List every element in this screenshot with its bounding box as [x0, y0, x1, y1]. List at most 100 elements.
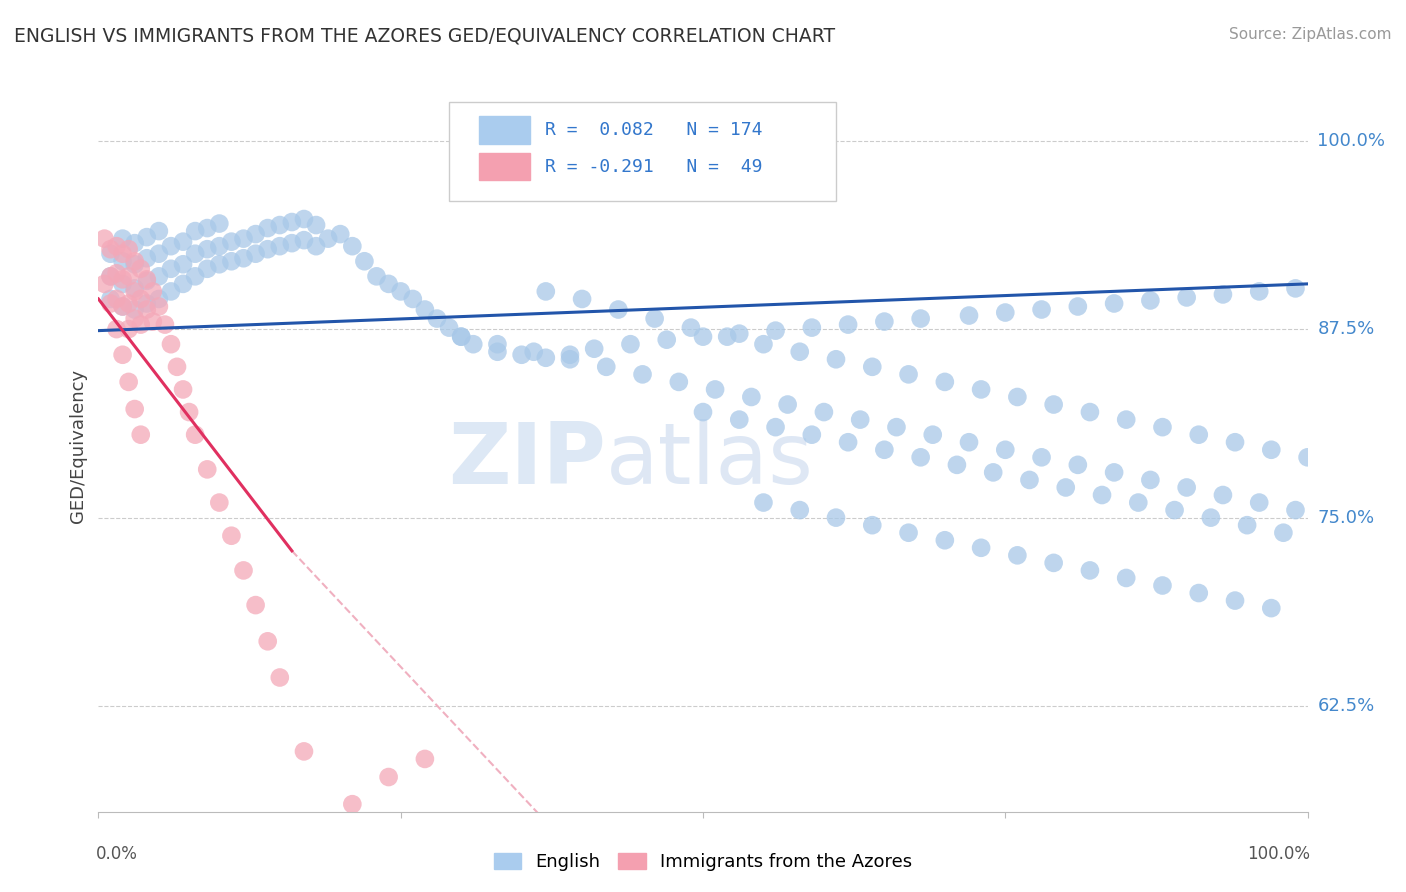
Text: 75.0%: 75.0%	[1317, 508, 1375, 526]
Point	[292, 744, 315, 758]
Point	[1188, 586, 1211, 600]
Point	[1175, 480, 1198, 494]
Text: atlas: atlas	[606, 419, 814, 502]
Point	[402, 292, 425, 306]
Point	[631, 368, 654, 382]
Point	[135, 296, 157, 310]
Point	[100, 242, 122, 256]
Point	[135, 230, 157, 244]
Point	[728, 326, 751, 341]
Point	[111, 300, 134, 314]
Point	[825, 352, 848, 367]
Point	[510, 348, 533, 362]
Y-axis label: GED/Equivalency: GED/Equivalency	[69, 369, 87, 523]
Point	[184, 246, 207, 260]
Point	[195, 242, 218, 256]
Point	[1284, 281, 1306, 295]
Point	[105, 239, 128, 253]
Point	[765, 324, 787, 338]
Text: 100.0%: 100.0%	[1317, 132, 1385, 150]
Text: R = -0.291   N =  49: R = -0.291 N = 49	[544, 158, 762, 176]
Point	[1152, 420, 1174, 434]
Point	[153, 318, 176, 332]
Point	[195, 221, 218, 235]
Point	[1091, 488, 1114, 502]
Point	[692, 329, 714, 343]
Point	[837, 435, 859, 450]
Point	[316, 232, 339, 246]
Point	[934, 375, 956, 389]
FancyBboxPatch shape	[449, 103, 837, 201]
Point	[534, 285, 557, 299]
Text: R =  0.082   N = 174: R = 0.082 N = 174	[544, 121, 762, 139]
Point	[1163, 503, 1185, 517]
Point	[413, 302, 436, 317]
Point	[342, 797, 364, 812]
Text: 62.5%: 62.5%	[1317, 698, 1375, 715]
Point	[256, 221, 278, 235]
Point	[1042, 398, 1064, 412]
Point	[124, 236, 146, 251]
Point	[245, 598, 267, 612]
Point	[860, 518, 883, 533]
Point	[849, 412, 872, 426]
Point	[292, 212, 315, 227]
Point	[981, 466, 1004, 480]
Point	[1007, 390, 1029, 404]
Point	[124, 281, 146, 295]
Point	[129, 292, 152, 306]
Point	[111, 254, 134, 268]
FancyBboxPatch shape	[479, 116, 530, 144]
Point	[1199, 510, 1222, 524]
Point	[135, 274, 157, 288]
Point	[1223, 435, 1246, 450]
Point	[463, 337, 485, 351]
Point	[160, 285, 183, 299]
Point	[377, 277, 399, 291]
Point	[1115, 412, 1137, 426]
Point	[366, 269, 388, 284]
Point	[776, 398, 799, 412]
Point	[860, 359, 883, 374]
Point	[118, 296, 141, 310]
Point	[1031, 450, 1053, 465]
Point	[970, 541, 993, 555]
Point	[486, 344, 509, 359]
Point	[1067, 458, 1090, 472]
Point	[800, 427, 823, 442]
Point	[1260, 442, 1282, 457]
Point	[184, 427, 207, 442]
Point	[389, 285, 412, 299]
Point	[105, 292, 128, 306]
Point	[1115, 571, 1137, 585]
Point	[111, 272, 134, 286]
Point	[129, 427, 152, 442]
Point	[1018, 473, 1040, 487]
Point	[305, 218, 328, 232]
Point	[124, 257, 146, 271]
Point	[994, 442, 1017, 457]
Point	[172, 235, 194, 249]
Point	[886, 420, 908, 434]
Point	[1102, 296, 1125, 310]
Text: ZIP: ZIP	[449, 419, 606, 502]
Point	[105, 266, 128, 280]
Point	[100, 246, 122, 260]
Point	[129, 261, 152, 276]
Point	[100, 269, 122, 284]
Point	[534, 351, 557, 365]
Point	[921, 427, 943, 442]
Point	[100, 269, 122, 284]
Point	[644, 311, 666, 326]
Point	[1078, 405, 1101, 419]
Point	[118, 322, 141, 336]
Point	[1212, 488, 1234, 502]
Point	[118, 242, 141, 256]
Point	[1212, 287, 1234, 301]
Point	[148, 269, 170, 284]
Point	[837, 318, 859, 332]
Point	[316, 820, 339, 834]
Point	[970, 383, 993, 397]
Point	[124, 285, 146, 299]
Point	[1102, 466, 1125, 480]
